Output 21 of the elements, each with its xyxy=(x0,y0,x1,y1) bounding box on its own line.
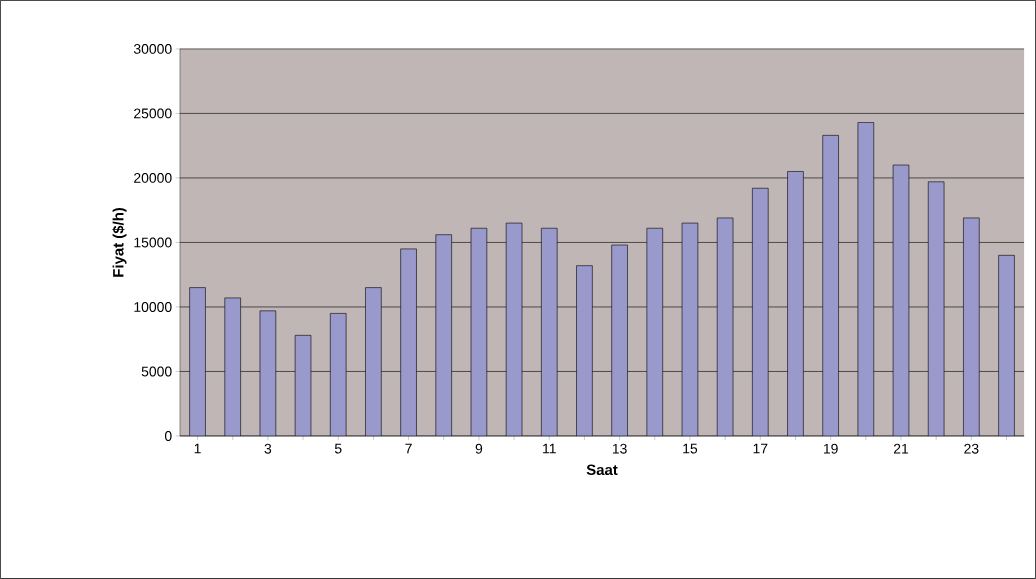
y-tick-label: 10000 xyxy=(134,302,172,312)
y-tick-label: 15000 xyxy=(134,237,172,248)
x-tick-label: 9 xyxy=(475,443,483,454)
x-tick-label: 21 xyxy=(893,443,909,454)
x-tick-label: 11 xyxy=(543,443,556,454)
x-tick-label: 19 xyxy=(823,443,838,454)
x-axis-title: Saat xyxy=(586,464,618,476)
x-tick-label: 1 xyxy=(194,443,201,454)
y-tick-label: 30000 xyxy=(133,44,172,54)
x-tick-label: 13 xyxy=(612,443,627,454)
y-tick-label: 20000 xyxy=(134,173,172,183)
x-tick-label: 5 xyxy=(334,443,342,454)
x-tick-label: 3 xyxy=(264,443,272,454)
x-tick-label: 7 xyxy=(405,443,412,454)
y-axis-title: Fiyat ($/h) xyxy=(112,207,127,277)
y-tick-label: 0 xyxy=(164,431,172,441)
x-tick-label: 15 xyxy=(683,443,698,454)
x-tick-label: 23 xyxy=(964,443,979,454)
y-tick-label: 5000 xyxy=(141,366,172,377)
y-tick-label: 25000 xyxy=(134,108,172,119)
x-tick-label: 17 xyxy=(753,443,768,454)
